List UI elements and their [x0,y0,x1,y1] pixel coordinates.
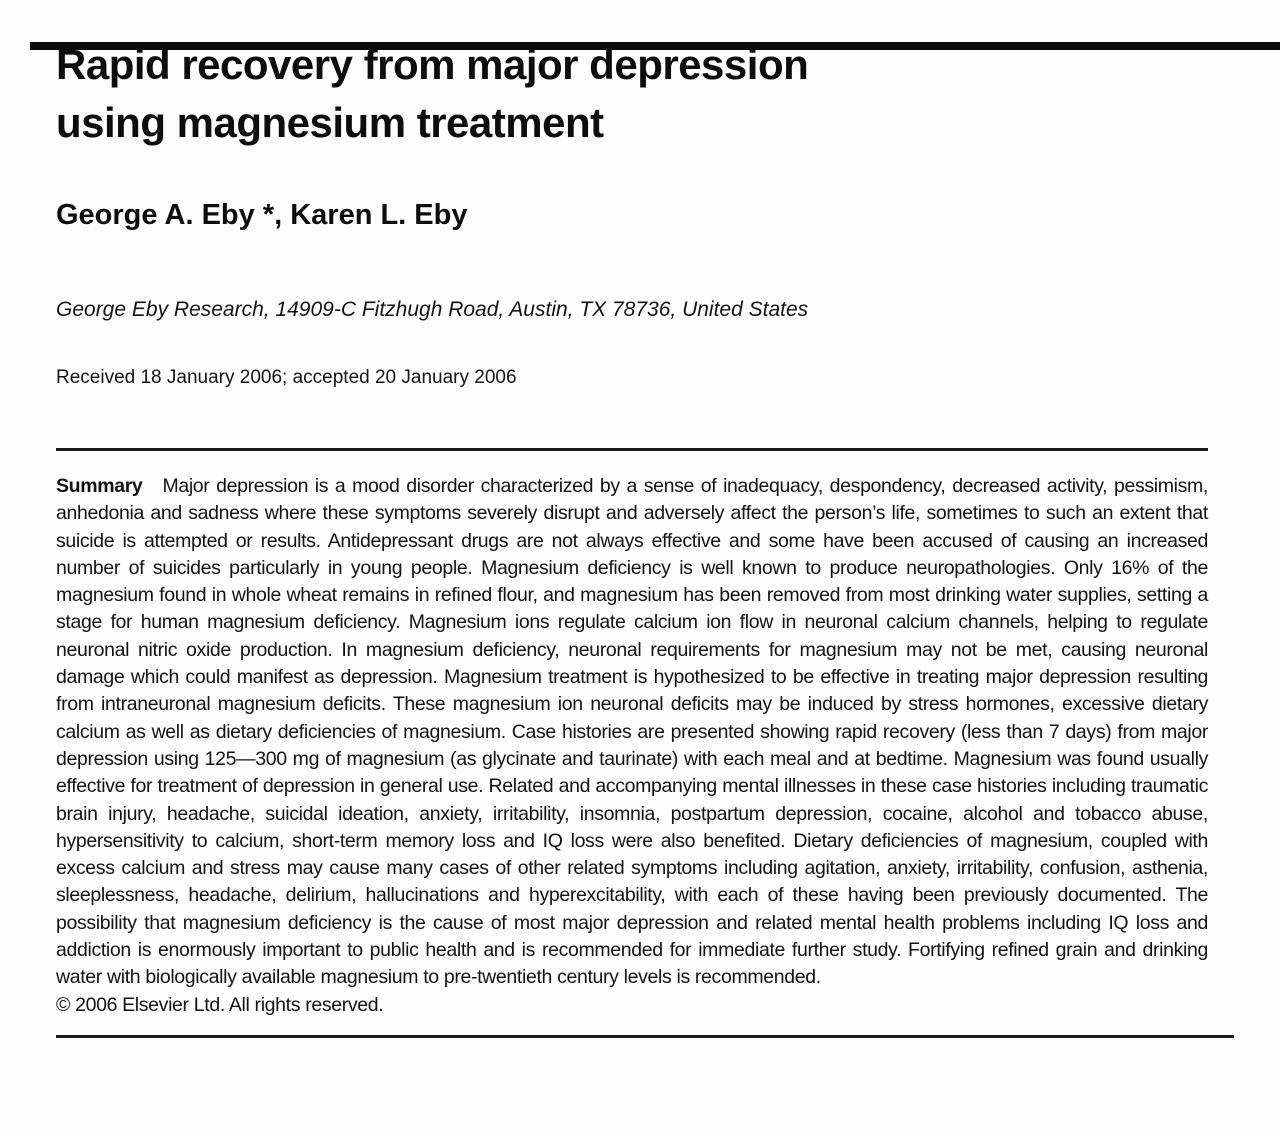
summary-text: Major depression is a mood disorder char… [56,475,1208,989]
received-accepted-line: Received 18 January 2006; accepted 20 Ja… [56,367,517,388]
copyright-line: © 2006 Elsevier Ltd. All rights reserved… [56,993,384,1016]
article-title-line-1: Rapid recovery from major depression [56,41,809,88]
bottom-divider [56,1034,1234,1038]
affiliation-line: George Eby Research, 14909-C Fitzhugh Ro… [56,298,809,321]
summary-label: Summary [56,475,143,497]
article-title: Rapid recovery from major depression usi… [56,36,1208,152]
authors-line: George A. Eby *, Karen L. Eby [56,199,468,231]
top-divider [56,448,1208,451]
summary-paragraph: Summary Major depression is a mood disord… [56,473,1208,992]
scan-edge-artifact [30,42,1280,50]
paper-page: Rapid recovery from major depression usi… [0,36,1280,1038]
article-title-line-2: using magnesium treatment [56,99,604,146]
